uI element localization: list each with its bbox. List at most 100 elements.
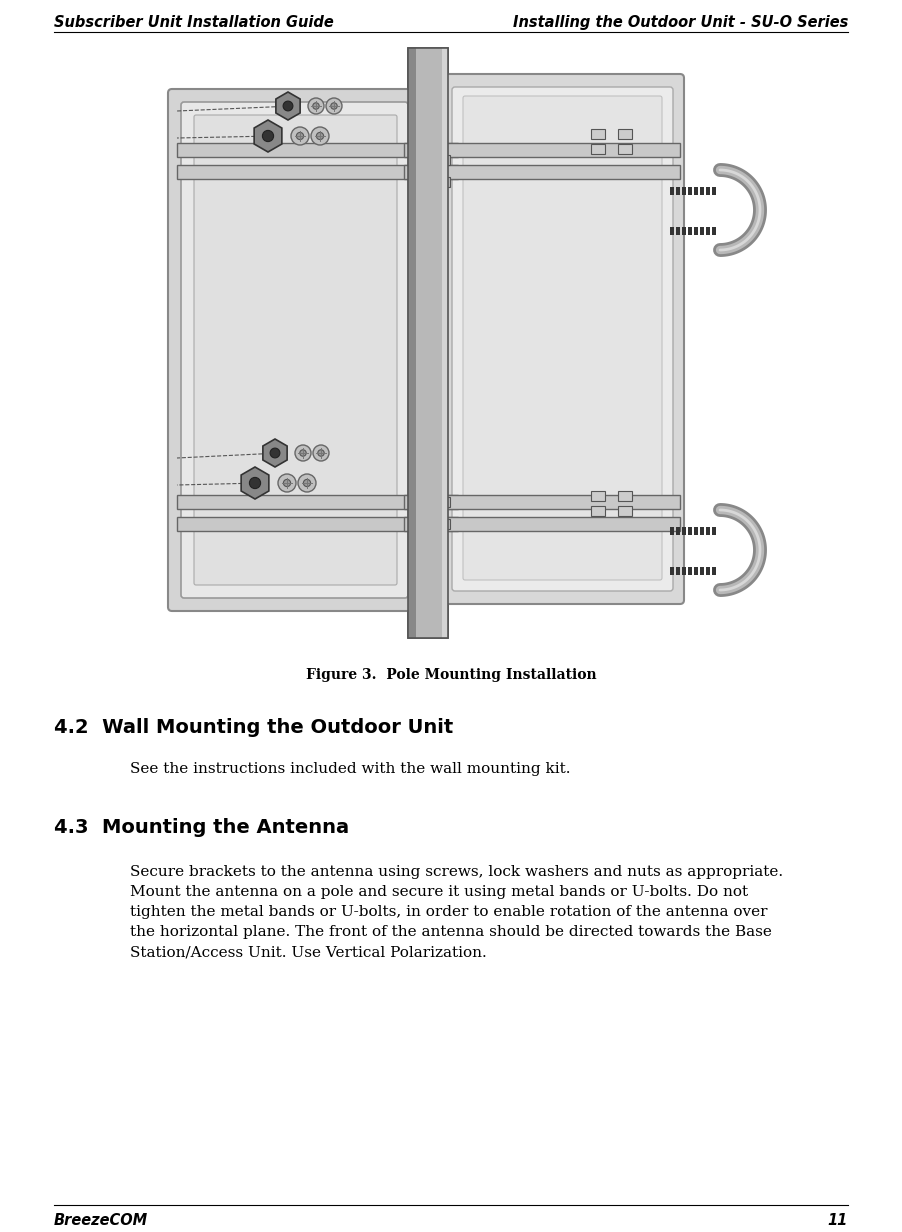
Text: 4.2  Wall Mounting the Outdoor Unit: 4.2 Wall Mounting the Outdoor Unit xyxy=(54,718,453,737)
FancyBboxPatch shape xyxy=(194,115,397,585)
Bar xyxy=(706,187,710,195)
Bar xyxy=(682,567,686,575)
Bar xyxy=(408,48,416,638)
FancyBboxPatch shape xyxy=(618,144,632,154)
Bar xyxy=(712,567,716,575)
Circle shape xyxy=(295,445,311,461)
Bar xyxy=(700,227,704,235)
Bar xyxy=(700,187,704,195)
Circle shape xyxy=(331,102,337,110)
Polygon shape xyxy=(241,467,269,499)
Circle shape xyxy=(317,132,324,139)
Bar xyxy=(688,527,692,535)
FancyBboxPatch shape xyxy=(177,165,458,179)
FancyBboxPatch shape xyxy=(404,165,680,179)
Bar xyxy=(712,527,716,535)
Circle shape xyxy=(298,474,316,492)
Circle shape xyxy=(291,127,309,145)
FancyBboxPatch shape xyxy=(414,519,428,529)
FancyBboxPatch shape xyxy=(438,177,450,187)
Polygon shape xyxy=(254,120,281,152)
FancyBboxPatch shape xyxy=(618,506,632,516)
FancyBboxPatch shape xyxy=(463,96,662,580)
FancyBboxPatch shape xyxy=(438,519,450,529)
FancyBboxPatch shape xyxy=(177,495,458,509)
FancyBboxPatch shape xyxy=(404,517,680,531)
Bar xyxy=(442,48,448,638)
Bar xyxy=(670,227,674,235)
Bar xyxy=(676,567,680,575)
Bar xyxy=(408,48,448,638)
Bar xyxy=(694,187,698,195)
FancyBboxPatch shape xyxy=(414,177,428,187)
FancyBboxPatch shape xyxy=(168,89,420,611)
FancyBboxPatch shape xyxy=(177,517,458,531)
Text: 11: 11 xyxy=(828,1214,848,1228)
Bar xyxy=(712,227,716,235)
FancyBboxPatch shape xyxy=(591,129,605,139)
Circle shape xyxy=(326,99,342,115)
Text: Installing the Outdoor Unit - SU-O Series: Installing the Outdoor Unit - SU-O Serie… xyxy=(512,15,848,30)
FancyBboxPatch shape xyxy=(438,74,684,604)
FancyBboxPatch shape xyxy=(452,87,673,591)
Bar xyxy=(688,227,692,235)
FancyBboxPatch shape xyxy=(414,155,428,165)
Bar xyxy=(706,567,710,575)
Bar xyxy=(676,527,680,535)
Text: Figure 3.  Pole Mounting Installation: Figure 3. Pole Mounting Installation xyxy=(306,668,596,683)
FancyBboxPatch shape xyxy=(414,496,428,508)
Circle shape xyxy=(308,99,324,115)
FancyBboxPatch shape xyxy=(404,143,680,156)
Circle shape xyxy=(283,101,293,111)
Bar xyxy=(682,187,686,195)
Bar xyxy=(416,48,442,638)
Text: BreezeCOM: BreezeCOM xyxy=(54,1214,148,1228)
Circle shape xyxy=(318,450,324,456)
Bar xyxy=(694,227,698,235)
Bar xyxy=(712,187,716,195)
Bar xyxy=(670,187,674,195)
FancyBboxPatch shape xyxy=(177,143,458,156)
Circle shape xyxy=(299,450,306,456)
Text: 4.3  Mounting the Antenna: 4.3 Mounting the Antenna xyxy=(54,818,349,837)
Bar xyxy=(670,567,674,575)
Text: See the instructions included with the wall mounting kit.: See the instructions included with the w… xyxy=(130,763,570,776)
FancyBboxPatch shape xyxy=(591,144,605,154)
Bar xyxy=(416,48,442,638)
Circle shape xyxy=(249,477,261,489)
Bar xyxy=(682,527,686,535)
Text: Subscriber Unit Installation Guide: Subscriber Unit Installation Guide xyxy=(54,15,334,30)
Circle shape xyxy=(283,479,290,487)
FancyBboxPatch shape xyxy=(438,155,450,165)
Bar xyxy=(700,567,704,575)
Circle shape xyxy=(311,127,329,145)
Circle shape xyxy=(297,132,304,139)
Bar xyxy=(700,527,704,535)
Bar xyxy=(676,187,680,195)
Bar xyxy=(676,227,680,235)
Circle shape xyxy=(278,474,296,492)
Bar xyxy=(694,527,698,535)
Bar xyxy=(682,227,686,235)
Bar xyxy=(688,187,692,195)
FancyBboxPatch shape xyxy=(618,129,632,139)
Bar xyxy=(408,48,416,638)
FancyBboxPatch shape xyxy=(618,492,632,501)
Bar xyxy=(688,567,692,575)
Bar xyxy=(706,227,710,235)
FancyBboxPatch shape xyxy=(404,495,680,509)
Circle shape xyxy=(313,102,319,110)
Bar xyxy=(694,567,698,575)
FancyBboxPatch shape xyxy=(438,496,450,508)
FancyBboxPatch shape xyxy=(591,492,605,501)
Polygon shape xyxy=(262,439,287,467)
Text: Secure brackets to the antenna using screws, lock washers and nuts as appropriat: Secure brackets to the antenna using scr… xyxy=(130,865,783,960)
Circle shape xyxy=(303,479,310,487)
Polygon shape xyxy=(276,92,300,120)
Bar xyxy=(442,48,448,638)
FancyBboxPatch shape xyxy=(181,102,408,598)
FancyBboxPatch shape xyxy=(591,506,605,516)
Bar xyxy=(408,48,448,638)
Circle shape xyxy=(313,445,329,461)
Circle shape xyxy=(270,448,280,458)
